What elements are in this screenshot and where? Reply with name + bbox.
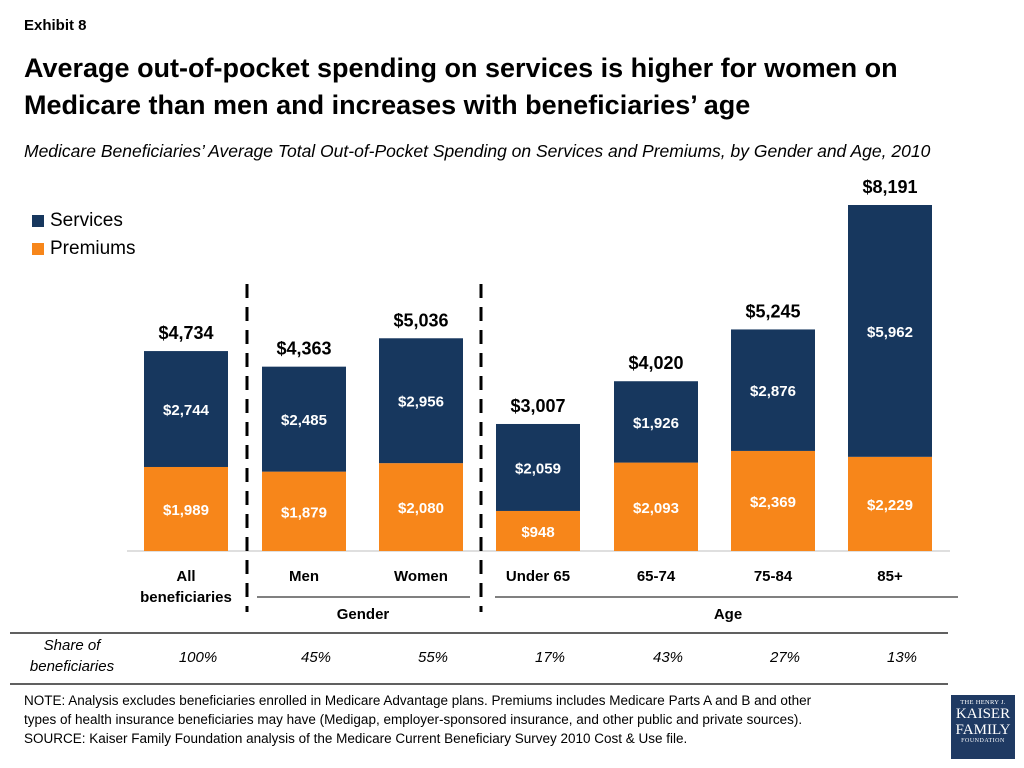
total-label: $4,734: [158, 323, 213, 343]
legend-label-services: Services: [50, 210, 123, 231]
data-label-premiums: $2,229: [867, 497, 913, 514]
category-label: 75-84: [754, 568, 793, 585]
data-label-services: $1,926: [633, 415, 679, 432]
total-label: $5,036: [393, 310, 448, 330]
bar-premiums: [144, 466, 228, 551]
bar-premiums: [379, 463, 463, 551]
data-label-premiums: $1,989: [163, 502, 209, 519]
share-value: 45%: [301, 649, 331, 666]
bar-services: [144, 351, 228, 467]
logo-line: KAISER: [955, 706, 1011, 722]
data-label-premiums: $1,879: [281, 504, 327, 521]
bar-premiums: [848, 456, 932, 551]
bar-services: [614, 381, 698, 463]
total-label: $5,245: [745, 301, 800, 321]
chart-legend: Services Premiums: [32, 207, 136, 263]
page-title: Average out-of-pocket spending on servic…: [24, 53, 898, 120]
bar-premiums: [614, 462, 698, 551]
exhibit-label: Exhibit 8: [24, 17, 87, 34]
share-value: 43%: [653, 649, 683, 666]
source-line: SOURCE: Kaiser Family Foundation analysi…: [24, 731, 688, 746]
bar-premiums: [731, 450, 815, 551]
bar-services: [496, 423, 580, 511]
bar-services: [731, 329, 815, 451]
data-label-services: $2,059: [515, 460, 561, 477]
bar-services: [848, 205, 932, 457]
bar-services: [262, 366, 346, 472]
category-label: beneficiaries: [140, 589, 232, 606]
share-row-label: beneficiaries: [30, 658, 115, 675]
stacked-bar-chart: $1,989 $2,744 $4,734 All beneficiaries $1,879…: [10, 177, 958, 685]
share-value: 13%: [887, 649, 917, 666]
data-label-premiums: $2,093: [633, 500, 679, 517]
data-label-premiums: $2,080: [398, 500, 444, 517]
category-label: Women: [394, 568, 448, 585]
legend-item-services: Services: [32, 207, 136, 235]
data-label-services: $5,962: [867, 324, 913, 341]
logo-line: THE HENRY J.: [960, 699, 1006, 706]
data-label-services: $2,744: [163, 402, 210, 419]
share-value: 17%: [535, 649, 565, 666]
total-label: $4,363: [276, 339, 331, 359]
data-label-services: $2,485: [281, 412, 327, 429]
legend-swatch-premiums: [32, 243, 44, 255]
data-label-premiums: $2,369: [750, 494, 796, 511]
total-label: $4,020: [628, 353, 683, 373]
data-label-services: $2,876: [750, 383, 796, 400]
logo-line: FOUNDATION: [961, 738, 1005, 744]
share-value: 55%: [418, 649, 448, 666]
share-value: 27%: [769, 649, 800, 666]
bar-premiums: [262, 471, 346, 551]
note-line: types of health insurance beneficiaries …: [24, 712, 803, 727]
category-label: Men: [289, 568, 319, 585]
category-label: 85+: [877, 568, 903, 585]
legend-item-premiums: Premiums: [32, 235, 136, 263]
logo-line: FAMILY: [955, 722, 1011, 738]
data-label-services: $2,956: [398, 394, 444, 411]
category-label: All: [176, 568, 195, 585]
legend-swatch-services: [32, 215, 44, 227]
footnote: NOTE: Analysis excludes beneficiaries en…: [24, 691, 944, 748]
total-label: $8,191: [862, 177, 917, 197]
chart-subtitle: Medicare Beneficiaries’ Average Total Ou…: [24, 141, 931, 161]
bar-premiums: [496, 510, 580, 551]
group-label-age: Age: [714, 606, 742, 623]
kff-logo: THE HENRY J. KAISER FAMILY FOUNDATION: [951, 695, 1015, 759]
category-label: 65-74: [637, 568, 676, 585]
total-label: $3,007: [510, 396, 565, 416]
data-label-premiums: $948: [521, 524, 554, 541]
legend-label-premiums: Premiums: [50, 238, 136, 259]
note-line: NOTE: Analysis excludes beneficiaries en…: [24, 693, 812, 708]
group-label-gender: Gender: [337, 606, 390, 623]
category-label: Under 65: [506, 568, 570, 585]
share-row-label: Share of: [44, 637, 103, 654]
share-value: 100%: [179, 649, 217, 666]
bar-services: [379, 338, 463, 464]
